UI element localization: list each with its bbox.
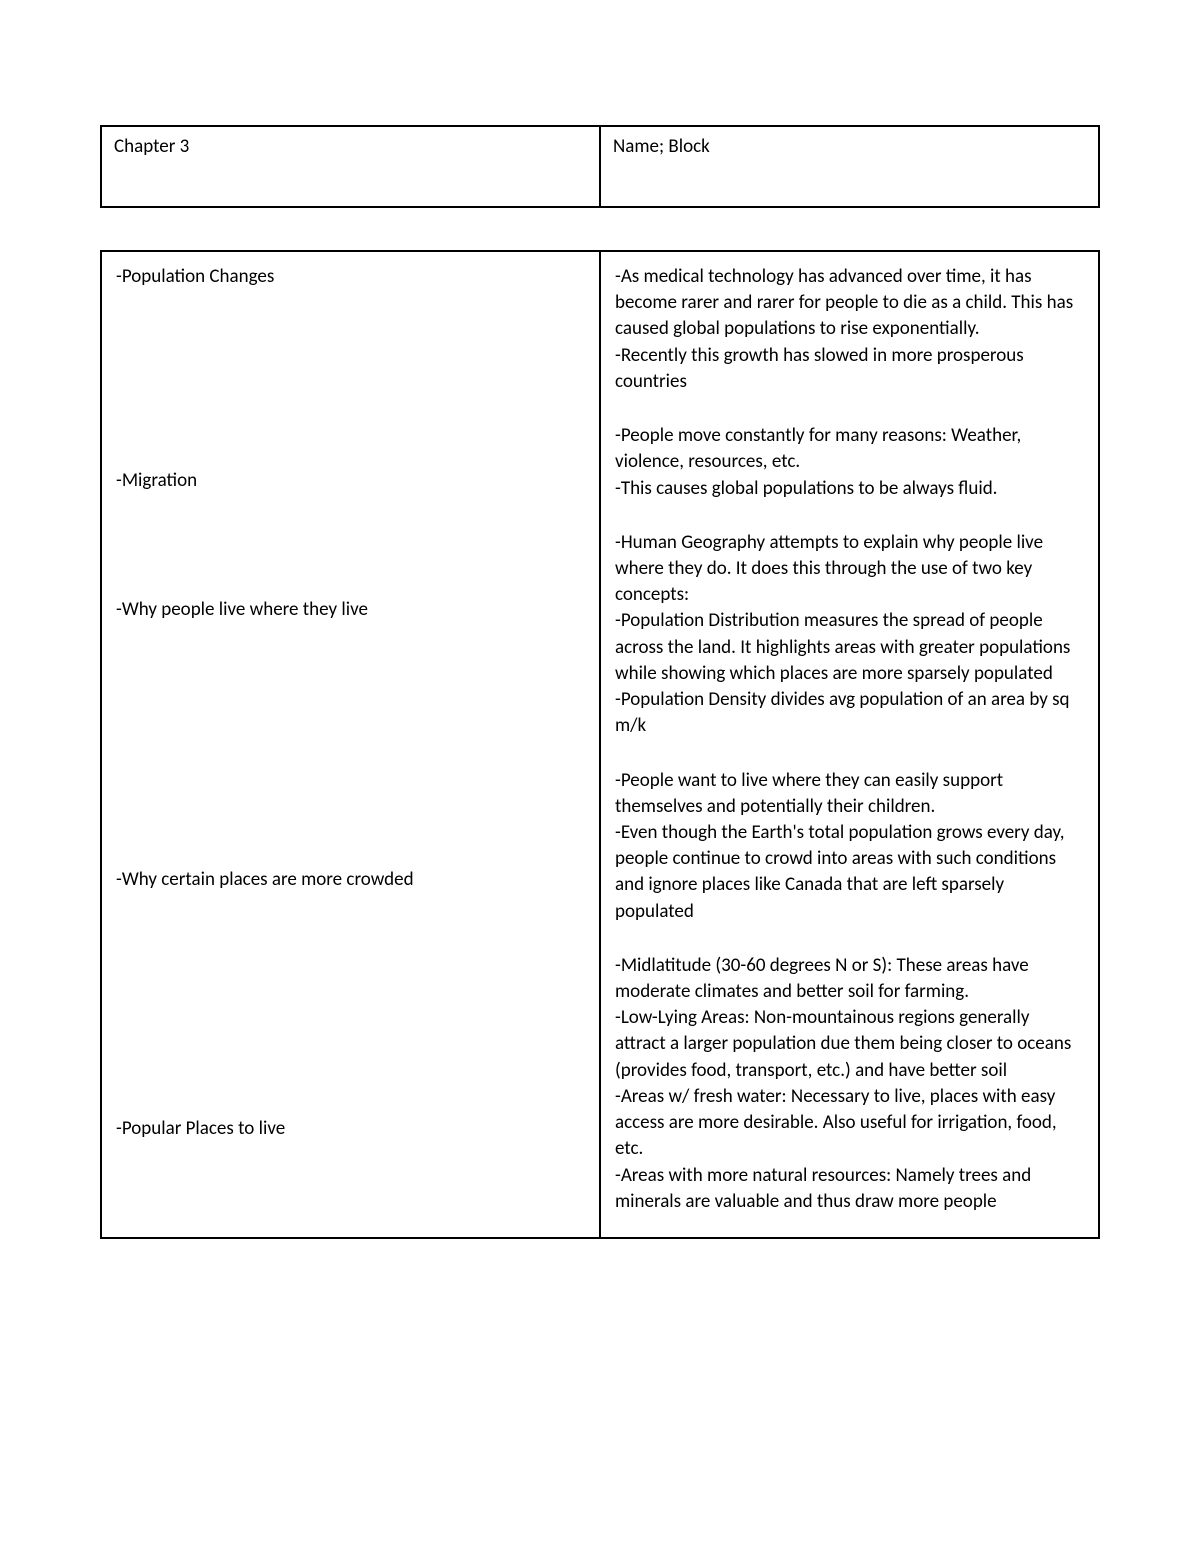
topic-text: -Why certain places are more crowded bbox=[116, 868, 414, 891]
notes-item: -As medical technology has advanced over… bbox=[615, 264, 1084, 395]
notes-table: -Population Changes -Migration -Why peop… bbox=[100, 250, 1100, 1239]
notes-text: -As medical technology has advanced over… bbox=[615, 265, 1073, 393]
topics-column: -Population Changes -Migration -Why peop… bbox=[101, 251, 600, 1238]
topic-text: -Popular Places to live bbox=[116, 1117, 285, 1140]
notes-text: -People want to live where they can easi… bbox=[615, 769, 1065, 923]
topic-item: -Why certain places are more crowded bbox=[116, 867, 585, 1063]
topic-text: -Why people live where they live bbox=[116, 598, 368, 621]
topic-text: -Population Changes bbox=[116, 265, 274, 288]
notes-column: -As medical technology has advanced over… bbox=[600, 251, 1099, 1238]
notes-item: -People want to live where they can easi… bbox=[615, 768, 1084, 925]
topic-text: -Migration bbox=[116, 469, 197, 492]
notes-item: -Human Geography attempts to explain why… bbox=[615, 530, 1084, 740]
name-block-label: Name; Block bbox=[613, 135, 710, 158]
topic-item: -Popular Places to live bbox=[116, 1091, 585, 1142]
notes-text: -People move constantly for many reasons… bbox=[615, 424, 1021, 499]
header-row: Chapter 3 Name; Block bbox=[101, 126, 1099, 207]
notes-text: -Midlatitude (30-60 degrees N or S): The… bbox=[615, 954, 1071, 1213]
header-right-cell: Name; Block bbox=[600, 126, 1099, 207]
topic-item: -Why people live where they live bbox=[116, 597, 585, 838]
notes-item: -Midlatitude (30-60 degrees N or S): The… bbox=[615, 953, 1084, 1215]
topic-item: -Migration bbox=[116, 468, 585, 569]
notes-text: -Human Geography attempts to explain why… bbox=[615, 531, 1070, 738]
header-left-cell: Chapter 3 bbox=[101, 126, 600, 207]
header-table: Chapter 3 Name; Block bbox=[100, 125, 1100, 208]
notes-row: -Population Changes -Migration -Why peop… bbox=[101, 251, 1099, 1238]
topic-item: -Population Changes bbox=[116, 264, 585, 440]
chapter-label: Chapter 3 bbox=[114, 135, 189, 158]
notes-item: -People move constantly for many reasons… bbox=[615, 423, 1084, 502]
document-page: Chapter 3 Name; Block -Population Change… bbox=[0, 0, 1200, 1553]
